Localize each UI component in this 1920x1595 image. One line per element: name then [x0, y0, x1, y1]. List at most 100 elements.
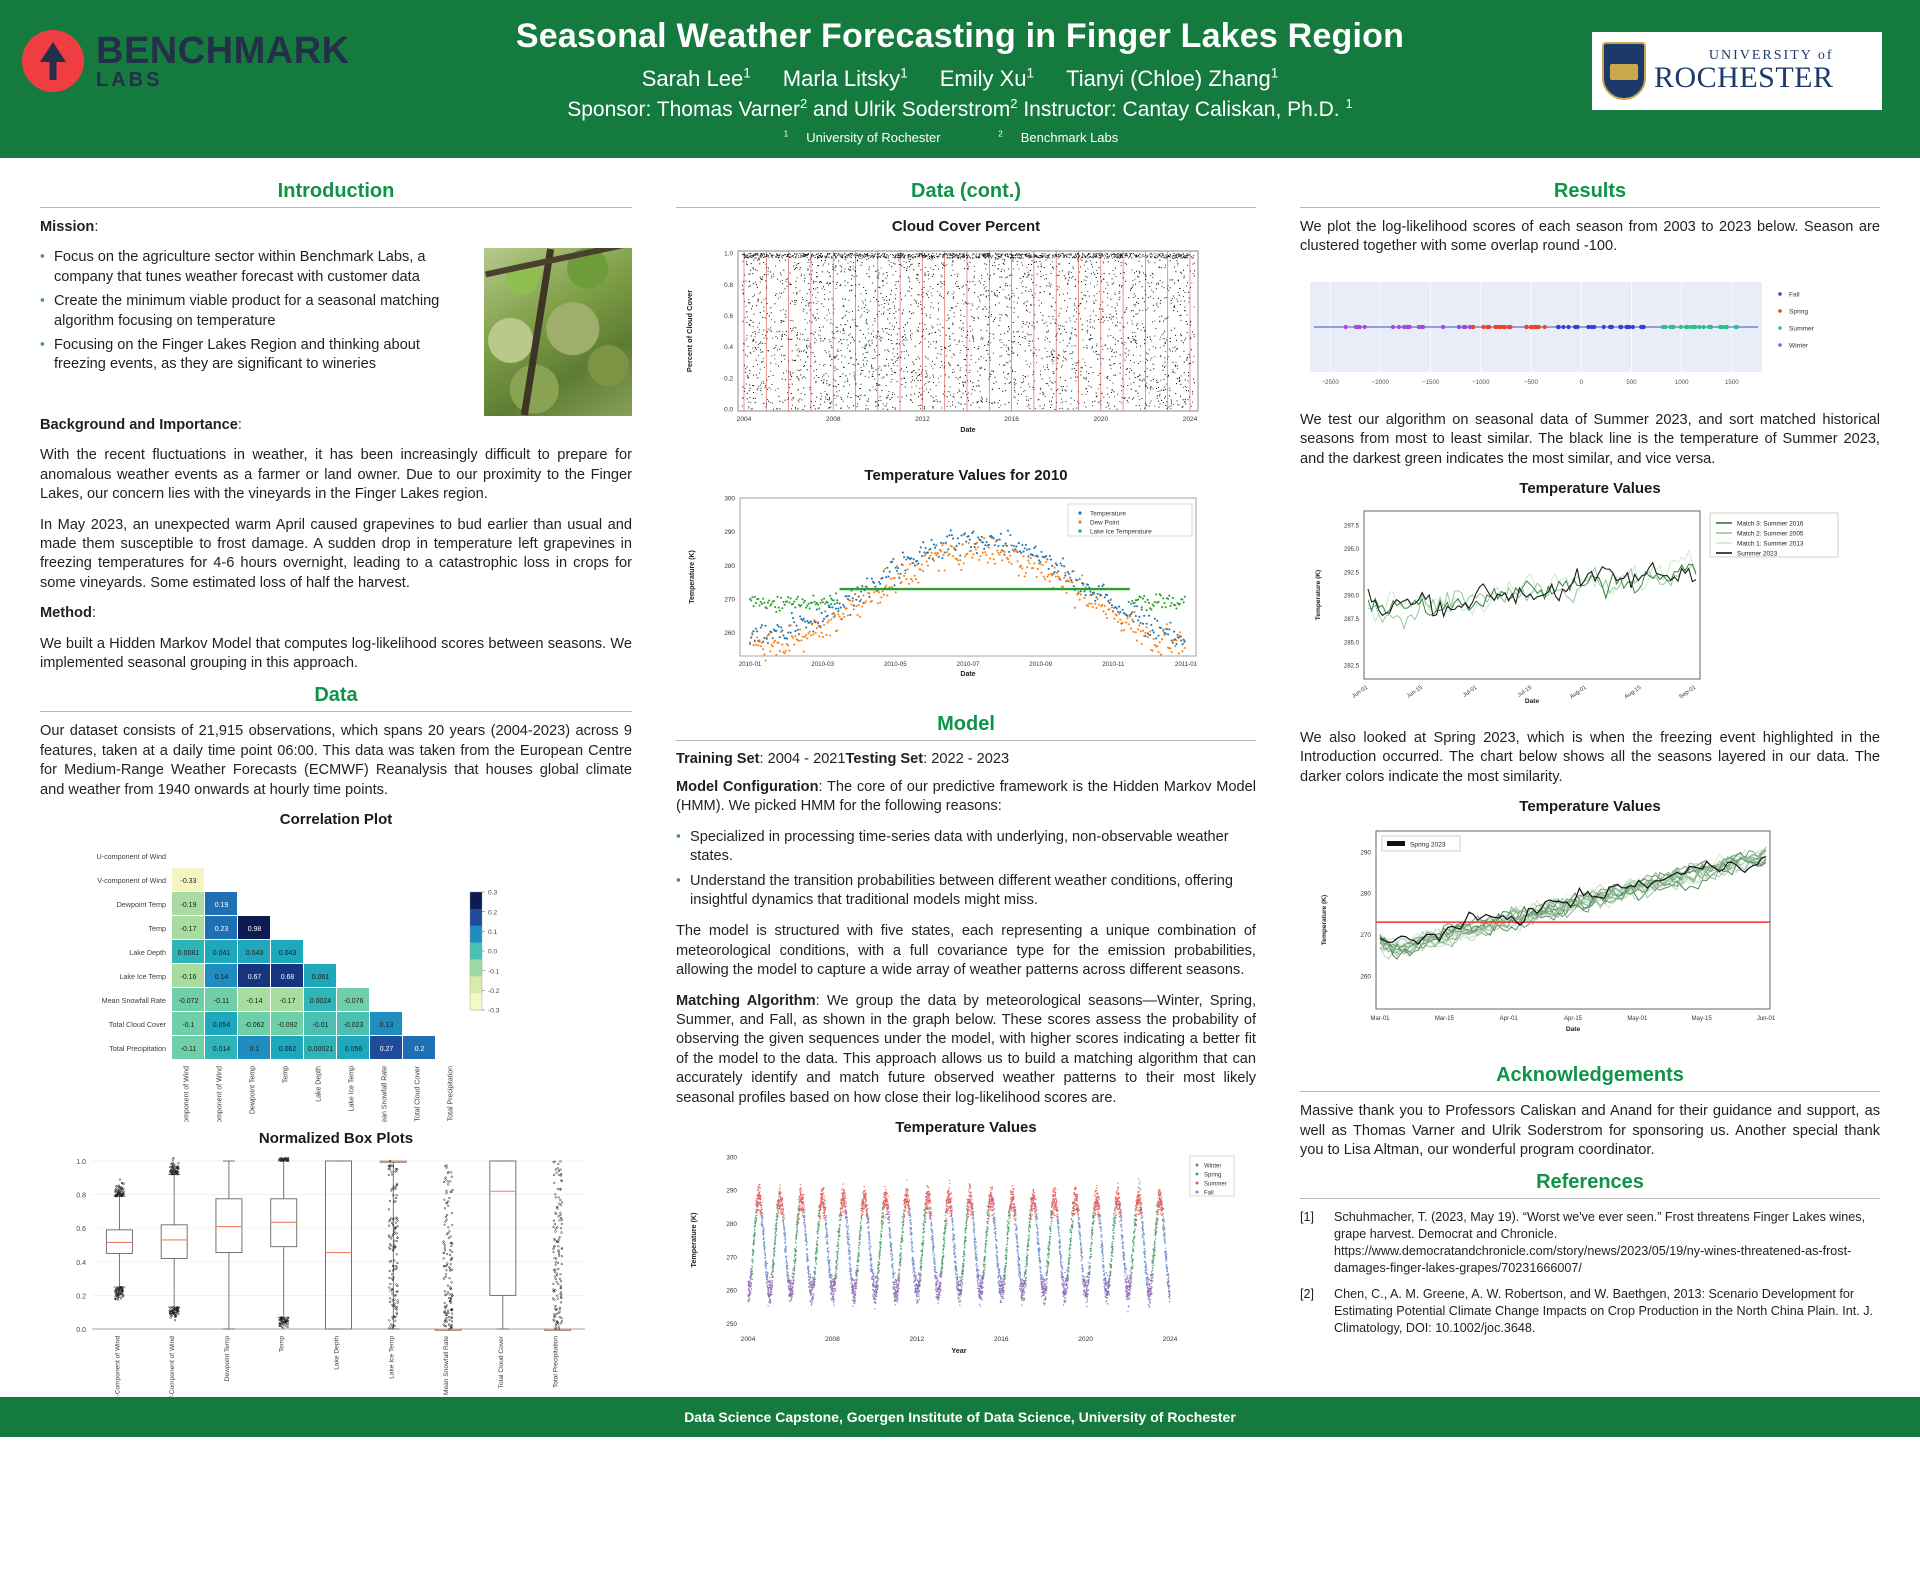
svg-text:0.062: 0.062 [279, 1046, 297, 1053]
svg-text:0.68: 0.68 [281, 974, 295, 981]
divider [40, 207, 632, 208]
vineyard-photo [484, 248, 632, 416]
svg-text:0.1: 0.1 [250, 1046, 260, 1053]
benchmark-mark-icon [22, 30, 84, 92]
svg-text:Temp: Temp [279, 1336, 286, 1352]
svg-text:0.3: 0.3 [488, 890, 497, 897]
svg-text:0.19: 0.19 [215, 902, 229, 909]
svg-text:U-Component of Wind: U-Component of Wind [184, 1066, 191, 1122]
correlation-heatmap: U-component of Wind V-component of Wind -0… [40, 832, 600, 1122]
list-item: Understand the transition probabilities … [676, 872, 1256, 911]
svg-text:Temp: Temp [283, 1066, 290, 1083]
svg-text:-0.33: -0.33 [181, 878, 197, 885]
svg-text:-0.023: -0.023 [344, 1022, 364, 1029]
svg-text:Dewpoint Temp: Dewpoint Temp [117, 900, 166, 909]
svg-text:Total Precipitation: Total Precipitation [553, 1336, 560, 1388]
svg-text:-0.14: -0.14 [247, 998, 263, 1005]
divider [1300, 1091, 1880, 1092]
summer-match-line-chart: 282.5285.0287.5290.0292.5295.0297.5Jun-0… [1300, 501, 1860, 721]
figure-title: Cloud Cover Percent [676, 218, 1256, 235]
svg-text:U-component of Wind: U-component of Wind [96, 852, 166, 861]
benchmark-labs-logo: BENCHMARK LABS [22, 30, 350, 92]
results-paragraph-2: We test our algorithm on seasonal data o… [1300, 411, 1880, 469]
svg-text:V-Component of Wind: V-Component of Wind [169, 1336, 176, 1401]
train-test-sets: Training Set: 2004 - 2021Testing Set: 20… [676, 751, 1256, 767]
svg-text:Lake Depth: Lake Depth [334, 1336, 341, 1370]
poster-header: BENCHMARK LABS Seasonal Weather Forecast… [0, 0, 1920, 158]
shield-icon [1602, 42, 1646, 100]
figure-correlation-plot: Correlation Plot U-component of Wind V-co… [40, 811, 632, 1122]
column-right: Results We plot the log-likelihood score… [1278, 170, 1902, 1595]
svg-text:0.1: 0.1 [488, 929, 497, 936]
matching-algorithm: Matching Algorithm: We group the data by… [676, 992, 1256, 1108]
svg-text:0.0024: 0.0024 [310, 998, 332, 1005]
list-item: Specialized in processing time-series da… [676, 828, 1256, 867]
background-paragraph-2: In May 2023, an unexpected warm April ca… [40, 516, 632, 594]
section-title-data-cont: Data (cont.) [676, 180, 1256, 203]
author-1: Sarah Lee1 [642, 66, 751, 91]
svg-text:Mean Snowfall Rate: Mean Snowfall Rate [102, 996, 166, 1005]
results-paragraph-1: We plot the log-likelihood scores of eac… [1300, 218, 1880, 257]
figure-title: Normalized Box Plots [40, 1130, 632, 1147]
svg-text:Lake Ice Temp: Lake Ice Temp [388, 1336, 395, 1379]
section-title-model: Model [676, 713, 1256, 736]
mission-bullets: Focus on the agriculture sector within B… [40, 248, 470, 374]
svg-text:Lake Ice Temp: Lake Ice Temp [119, 972, 166, 981]
list-item: Create the minimum viable product for a … [40, 292, 470, 331]
svg-text:0.056: 0.056 [345, 1046, 363, 1053]
svg-text:1.0: 1.0 [76, 1159, 86, 1166]
results-paragraph-3: We also looked at Spring 2023, which is … [1300, 729, 1880, 787]
university-of-rochester-logo: UNIVERSITY of ROCHESTER [1592, 32, 1882, 110]
svg-text:0.0: 0.0 [76, 1327, 86, 1334]
svg-text:0.043: 0.043 [279, 950, 297, 957]
svg-text:Lake Depth: Lake Depth [316, 1066, 323, 1102]
svg-text:-0.062: -0.062 [245, 1022, 265, 1029]
svg-text:0.2: 0.2 [415, 1046, 425, 1053]
svg-text:Mean Snowfall Rate: Mean Snowfall Rate [382, 1066, 389, 1122]
svg-text:0.0081: 0.0081 [178, 950, 200, 957]
svg-text:0.13: 0.13 [380, 1022, 394, 1029]
reference-number: [1] [1300, 1209, 1320, 1277]
svg-text:0.0: 0.0 [488, 949, 497, 956]
author-3: Emily Xu1 [940, 66, 1034, 91]
figure-title: Correlation Plot [40, 811, 632, 828]
svg-text:Total Cloud Cover: Total Cloud Cover [498, 1335, 505, 1388]
svg-text:0.061: 0.061 [312, 974, 330, 981]
divider [1300, 207, 1880, 208]
author-4: Tianyi (Chloe) Zhang1 [1066, 66, 1278, 91]
svg-text:-0.16: -0.16 [181, 974, 197, 981]
svg-text:-0.17: -0.17 [280, 998, 296, 1005]
acknowledgements-text: Massive thank you to Professors Caliskan… [1300, 1102, 1880, 1160]
list-item: [2] Chen, C., A. M. Greene, A. W. Robert… [1300, 1286, 1880, 1337]
svg-text:0.014: 0.014 [213, 1046, 231, 1053]
svg-text:-0.1: -0.1 [488, 968, 500, 975]
divider [40, 711, 632, 712]
list-item: [1] Schuhmacher, T. (2023, May 19). “Wor… [1300, 1209, 1880, 1277]
divider [676, 740, 1256, 741]
svg-text:Total Precipitation: Total Precipitation [448, 1066, 455, 1121]
svg-text:Lake Depth: Lake Depth [129, 948, 166, 957]
svg-text:0.00021: 0.00021 [308, 1046, 333, 1053]
svg-text:Lake Ice Temp: Lake Ice Temp [349, 1066, 356, 1112]
svg-text:V-component of Wind: V-component of Wind [97, 876, 166, 885]
svg-text:-0.2: -0.2 [488, 988, 500, 995]
benchmark-logo-line2: LABS [96, 70, 350, 90]
figure-title: Temperature Values [676, 1119, 1256, 1136]
svg-text:0.6: 0.6 [76, 1226, 86, 1233]
svg-text:0.2: 0.2 [488, 909, 497, 916]
svg-text:-0.092: -0.092 [278, 1022, 298, 1029]
svg-text:0.041: 0.041 [213, 950, 231, 957]
svg-text:-0.11: -0.11 [214, 998, 230, 1005]
svg-text:Temp: Temp [148, 924, 166, 933]
divider [676, 207, 1256, 208]
